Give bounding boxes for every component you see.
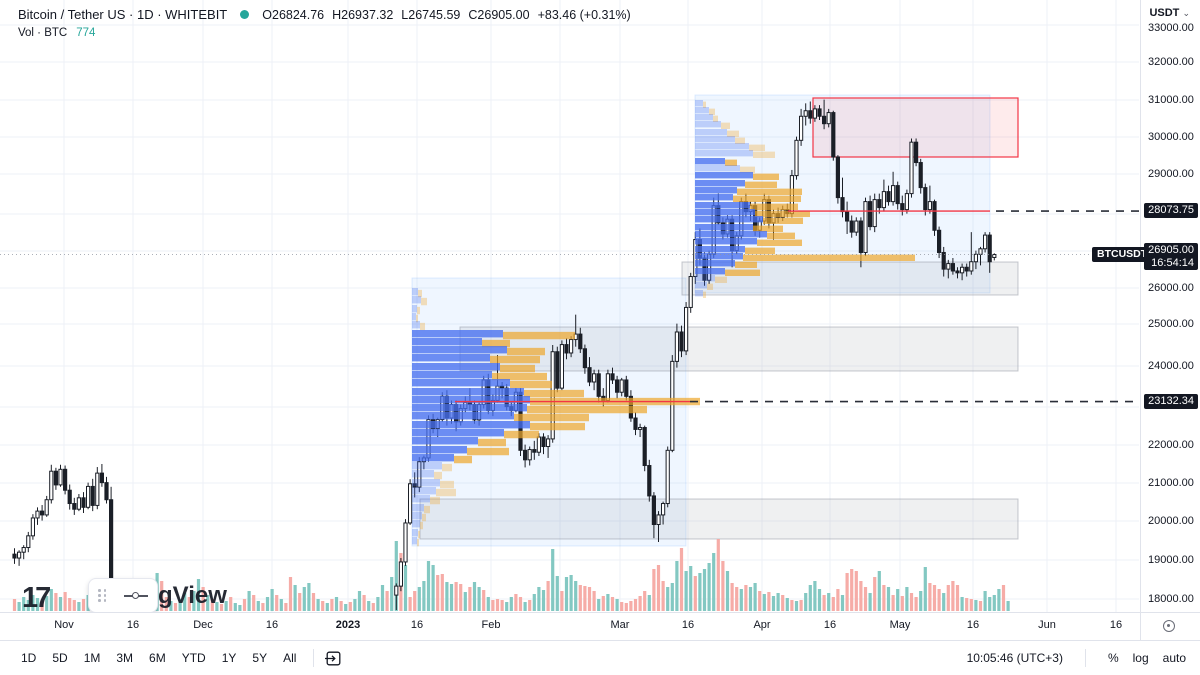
time-tick: Jun [1038,619,1056,631]
price-tick: 18000.00 [1148,593,1194,605]
price-tick: 26000.00 [1148,282,1194,294]
symbol-title[interactable]: Bitcoin / Tether US · 1D · WHITEBIT [18,7,228,22]
zone-box-gray[interactable] [419,498,1019,540]
time-tick: Apr [753,619,771,631]
range-button-6m[interactable]: 6M [149,651,166,665]
toolbar-divider [313,649,315,667]
volume-legend-row: Vol · BTC 774 [18,27,95,39]
price-axis[interactable]: 33000.00 32000.00 31000.00 30000.00 29000.00… [1140,0,1200,612]
time-tick: Nov [54,619,74,631]
price-tick: 24000.00 [1148,360,1194,372]
market-status-icon [240,10,250,19]
level-price-label: 28073.75 [1144,203,1198,218]
time-axis[interactable]: Nov 16 Dec 16 2023 16 Feb Mar 16 Apr 16 May 16 Jun 16 [0,612,1140,641]
time-tick: Dec [193,619,213,631]
price-tick: 25000.00 [1148,318,1194,330]
chevron-down-icon: ⌄ [1182,8,1190,18]
symbol-price-tag: BTCUSDT [1092,247,1153,262]
date-range-buttons: 1D 5D 1M 3M 6M YTD 1Y 5Y All [14,648,343,668]
drag-handle-icon[interactable] [98,589,107,602]
time-tick: 16 [966,619,980,631]
range-button-3m[interactable]: 3M [116,651,134,665]
time-tick: Mar [610,619,630,631]
time-tick: 16 [265,619,279,631]
ohlc-change: +83.46 (+0.31%) [537,7,631,22]
axis-corner [1140,612,1200,641]
ohlc-open: O26824.76 [262,7,325,22]
price-tick: 33000.00 [1148,22,1194,34]
time-tick: Feb [481,619,501,631]
tradingview-logo-icon: 17 [22,581,51,614]
range-button-1m[interactable]: 1M [83,651,101,665]
clock-readout[interactable]: 10:05:46 (UTC+3) [966,651,1063,665]
range-button-all[interactable]: All [283,651,297,665]
time-tick: 16 [126,619,140,631]
time-tick: May [889,619,911,631]
price-tick: 30000.00 [1148,131,1194,143]
ohlc-high: H26937.32 [332,7,394,22]
time-tick: 16 [410,619,424,631]
bar-countdown: 16:54:14 [1151,256,1194,269]
legend-row: Bitcoin / Tether US · 1D · WHITEBIT O268… [18,7,631,22]
time-tick: 16 [681,619,695,631]
range-button-1d[interactable]: 1D [21,651,37,665]
price-tick: 22000.00 [1148,439,1194,451]
last-price-value: 26905.00 [1148,244,1194,256]
time-tick: 16 [823,619,837,631]
settings-slider-icon[interactable] [124,591,148,601]
volume-legend-label[interactable]: Vol · BTC [18,27,68,39]
currency-selector[interactable]: USDT ⌄ [1147,7,1192,19]
last-price-label: 26905.00 16:54:14 [1144,243,1198,270]
toolbar-divider [1084,649,1086,667]
time-tick: 16 [1109,619,1123,631]
tradingview-watermark: 17 gView [22,580,227,616]
log-scale-button[interactable]: log [1132,651,1149,665]
gridlines [0,0,1139,612]
chart-pane[interactable] [0,0,1139,612]
volume-bars [12,539,1010,611]
tradingview-watermark-text: gView [158,582,227,609]
percent-scale-button[interactable]: % [1107,651,1119,665]
ohlc-readout: O26824.76 H26937.32 L26745.59 C26905.00 … [262,8,630,22]
range-button-5y[interactable]: 5Y [252,651,268,665]
price-tick: 29000.00 [1148,168,1194,180]
price-tick: 32000.00 [1148,56,1194,68]
bottom-toolbar: 1D 5D 1M 3M 6M YTD 1Y 5Y All 10:05:46 (UTC+3) % … [0,640,1200,675]
range-button-ytd[interactable]: YTD [181,651,206,665]
price-source-icon[interactable] [1163,620,1175,632]
ohlc-low: L26745.59 [401,7,461,22]
volume-legend-value: 774 [76,27,96,39]
price-level-lines[interactable] [455,210,1139,403]
indicator-quick-toolbar[interactable] [88,578,158,613]
price-tick: 20000.00 [1148,515,1194,527]
range-button-5d[interactable]: 5D [52,651,68,665]
time-tick: 2023 [335,619,361,631]
price-tick: 19000.00 [1148,554,1194,566]
auto-scale-button[interactable]: auto [1162,651,1186,665]
price-tick: 21000.00 [1148,477,1194,489]
price-tick: 31000.00 [1148,94,1194,106]
ohlc-close: C26905.00 [468,7,530,22]
range-button-1y[interactable]: 1Y [221,651,237,665]
go-to-date-icon[interactable] [324,649,343,668]
level-price-label: 23132.34 [1144,394,1198,409]
